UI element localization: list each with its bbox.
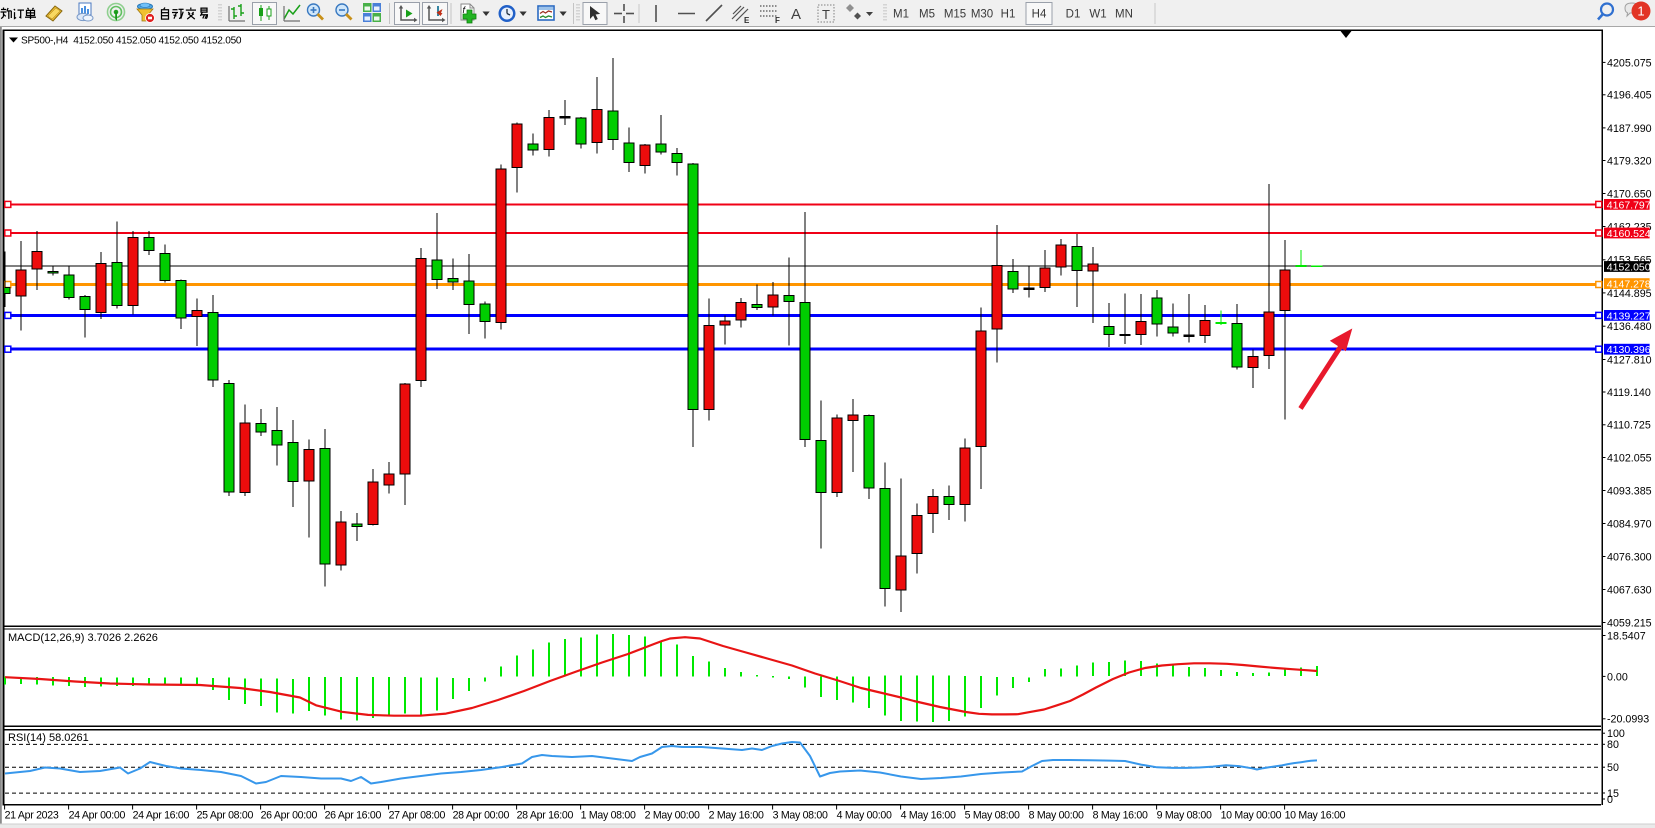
svg-text:W1: W1 <box>1089 9 1106 21</box>
svg-text:2 May 16:00: 2 May 16:00 <box>709 810 764 822</box>
svg-text:28 Apr 16:00: 28 Apr 16:00 <box>517 810 574 822</box>
svg-text:4059.215: 4059.215 <box>1607 617 1652 629</box>
svg-text:4205.075: 4205.075 <box>1607 57 1652 69</box>
svg-text:4139.227: 4139.227 <box>1607 310 1651 322</box>
svg-text:10 May 00:00: 10 May 00:00 <box>1221 810 1282 822</box>
svg-text:T: T <box>822 7 830 22</box>
svg-text:4102.055: 4102.055 <box>1607 452 1652 464</box>
svg-text:2 May 00:00: 2 May 00:00 <box>645 810 700 822</box>
svg-text:4 May 16:00: 4 May 16:00 <box>901 810 956 822</box>
svg-text:4187.990: 4187.990 <box>1607 123 1652 135</box>
svg-text:100: 100 <box>1607 728 1625 740</box>
svg-text:0.00: 0.00 <box>1607 671 1628 683</box>
svg-text:M30: M30 <box>971 9 993 21</box>
svg-text:4136.480: 4136.480 <box>1607 321 1652 333</box>
svg-text:4093.385: 4093.385 <box>1607 485 1652 497</box>
svg-text:4196.405: 4196.405 <box>1607 90 1652 102</box>
svg-text:15: 15 <box>1607 788 1619 800</box>
svg-text:4127.810: 4127.810 <box>1607 354 1652 366</box>
svg-text:26 Apr 16:00: 26 Apr 16:00 <box>325 810 382 822</box>
svg-text:28 Apr 00:00: 28 Apr 00:00 <box>453 810 510 822</box>
svg-text:24 Apr 00:00: 24 Apr 00:00 <box>69 810 126 822</box>
svg-text:0: 0 <box>1607 794 1613 806</box>
svg-text:80: 80 <box>1607 739 1619 751</box>
svg-text:4147.278: 4147.278 <box>1607 279 1651 291</box>
svg-text:3 May 08:00: 3 May 08:00 <box>773 810 828 822</box>
svg-text:9 May 08:00: 9 May 08:00 <box>1157 810 1212 822</box>
svg-text:F: F <box>775 16 780 25</box>
svg-text:50: 50 <box>1607 762 1619 774</box>
svg-text:M15: M15 <box>944 9 966 21</box>
svg-text:1 May 08:00: 1 May 08:00 <box>581 810 636 822</box>
svg-text:18.5407: 18.5407 <box>1607 630 1646 642</box>
svg-text:4144.895: 4144.895 <box>1607 288 1652 300</box>
svg-text:4167.797: 4167.797 <box>1607 199 1651 211</box>
svg-text:4119.140: 4119.140 <box>1607 387 1651 399</box>
svg-text:4152.050: 4152.050 <box>1607 261 1651 273</box>
svg-text:M5: M5 <box>919 9 935 21</box>
svg-text:H1: H1 <box>1001 9 1016 21</box>
svg-text:MACD(12,26,9) 3.7026 2.2626: MACD(12,26,9) 3.7026 2.2626 <box>8 632 158 644</box>
svg-text:MN: MN <box>1115 9 1133 21</box>
svg-text:4110.725: 4110.725 <box>1607 420 1651 432</box>
svg-text:21 Apr 2023: 21 Apr 2023 <box>5 810 59 822</box>
svg-text:M1: M1 <box>893 9 909 21</box>
svg-text:D1: D1 <box>1066 9 1081 21</box>
svg-text:E: E <box>744 16 750 25</box>
svg-text:27 Apr 08:00: 27 Apr 08:00 <box>389 810 446 822</box>
svg-text:4170.650: 4170.650 <box>1607 188 1652 200</box>
svg-text:A: A <box>791 6 801 23</box>
svg-text:4179.320: 4179.320 <box>1607 155 1652 167</box>
svg-text:4076.300: 4076.300 <box>1607 551 1652 563</box>
svg-text:4067.630: 4067.630 <box>1607 584 1652 596</box>
svg-text:10 May 16:00: 10 May 16:00 <box>1285 810 1346 822</box>
svg-text:24 Apr 16:00: 24 Apr 16:00 <box>133 810 190 822</box>
svg-text:8 May 00:00: 8 May 00:00 <box>1029 810 1084 822</box>
svg-text:4084.970: 4084.970 <box>1607 518 1652 530</box>
svg-text:f: f <box>463 5 467 15</box>
svg-text:26 Apr 00:00: 26 Apr 00:00 <box>261 810 318 822</box>
svg-text:5 May 08:00: 5 May 08:00 <box>965 810 1020 822</box>
svg-text:8 May 16:00: 8 May 16:00 <box>1093 810 1148 822</box>
svg-text:RSI(14) 58.0261: RSI(14) 58.0261 <box>8 732 89 744</box>
svg-text:H4: H4 <box>1032 9 1047 21</box>
svg-text:-20.0993: -20.0993 <box>1607 714 1649 726</box>
svg-text:25 Apr 08:00: 25 Apr 08:00 <box>197 810 254 822</box>
svg-text:1: 1 <box>1637 4 1644 19</box>
svg-text:4 May 00:00: 4 May 00:00 <box>837 810 892 822</box>
svg-text:4130.396: 4130.396 <box>1607 344 1651 356</box>
svg-text:4160.524: 4160.524 <box>1607 228 1651 240</box>
svg-text:SP500-,H4 4152.050 4152.050 4: SP500-,H4 4152.050 4152.050 4152.050 415… <box>21 36 242 47</box>
